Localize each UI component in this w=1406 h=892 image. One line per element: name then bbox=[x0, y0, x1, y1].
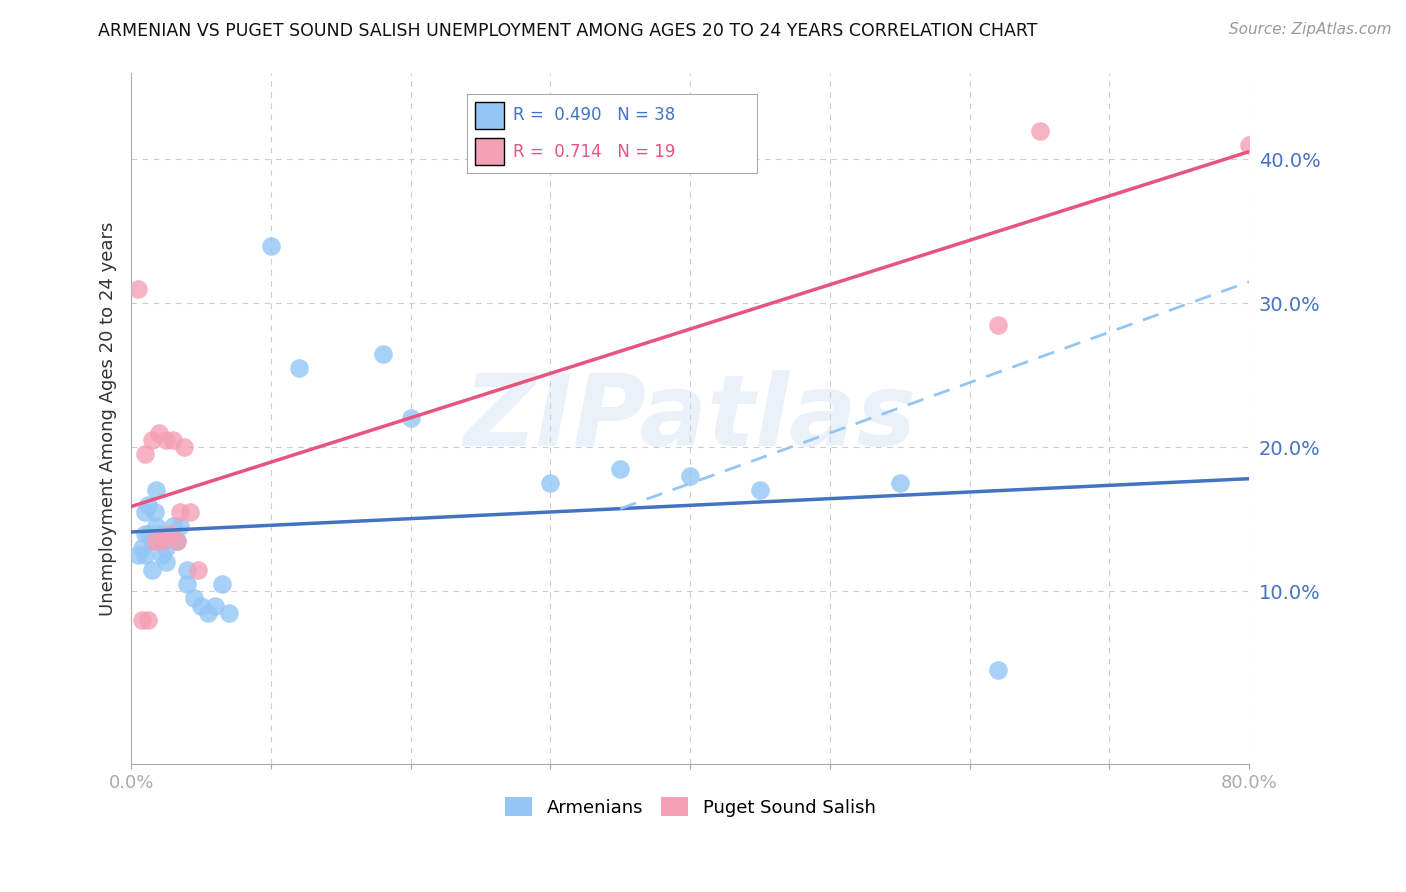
Point bbox=[143, 505, 166, 519]
Point bbox=[176, 577, 198, 591]
Point bbox=[260, 238, 283, 252]
Point bbox=[155, 433, 177, 447]
Point bbox=[127, 282, 149, 296]
Point bbox=[162, 433, 184, 447]
Point bbox=[162, 519, 184, 533]
Point bbox=[197, 606, 219, 620]
Point bbox=[136, 498, 159, 512]
Point bbox=[187, 562, 209, 576]
Point bbox=[1237, 137, 1260, 152]
Legend: Armenians, Puget Sound Salish: Armenians, Puget Sound Salish bbox=[498, 790, 883, 824]
Point bbox=[136, 613, 159, 627]
Text: ZIPatlas: ZIPatlas bbox=[464, 370, 917, 467]
Point bbox=[145, 519, 167, 533]
Point bbox=[183, 591, 205, 606]
Text: Source: ZipAtlas.com: Source: ZipAtlas.com bbox=[1229, 22, 1392, 37]
Point bbox=[131, 613, 153, 627]
Point bbox=[987, 663, 1010, 677]
Point bbox=[155, 555, 177, 569]
Text: ARMENIAN VS PUGET SOUND SALISH UNEMPLOYMENT AMONG AGES 20 TO 24 YEARS CORRELATIO: ARMENIAN VS PUGET SOUND SALISH UNEMPLOYM… bbox=[98, 22, 1038, 40]
Point bbox=[150, 548, 173, 562]
Point bbox=[540, 476, 562, 491]
Point bbox=[150, 533, 173, 548]
Point bbox=[371, 346, 394, 360]
Point bbox=[987, 318, 1010, 332]
Point bbox=[609, 462, 631, 476]
Point bbox=[134, 526, 156, 541]
Point bbox=[141, 533, 163, 548]
Point bbox=[288, 361, 311, 376]
Point bbox=[179, 505, 201, 519]
Point bbox=[166, 533, 188, 548]
Point bbox=[134, 548, 156, 562]
Point bbox=[190, 599, 212, 613]
Point bbox=[148, 526, 170, 541]
Point bbox=[169, 519, 191, 533]
Point bbox=[211, 577, 233, 591]
Point bbox=[176, 562, 198, 576]
Point bbox=[166, 533, 188, 548]
Point bbox=[399, 411, 422, 425]
Point bbox=[204, 599, 226, 613]
Point bbox=[218, 606, 240, 620]
Point bbox=[169, 505, 191, 519]
Point bbox=[150, 533, 173, 548]
Point bbox=[141, 562, 163, 576]
Point bbox=[131, 541, 153, 555]
Point bbox=[134, 505, 156, 519]
Point bbox=[1028, 123, 1050, 137]
Point bbox=[889, 476, 911, 491]
Point bbox=[173, 440, 195, 454]
Point bbox=[127, 548, 149, 562]
Y-axis label: Unemployment Among Ages 20 to 24 years: Unemployment Among Ages 20 to 24 years bbox=[100, 221, 117, 615]
Point bbox=[159, 526, 181, 541]
Point bbox=[679, 469, 702, 483]
Point bbox=[134, 447, 156, 461]
Point bbox=[155, 541, 177, 555]
Point bbox=[141, 433, 163, 447]
Point bbox=[145, 483, 167, 498]
Point bbox=[138, 526, 160, 541]
Point bbox=[749, 483, 772, 498]
Point bbox=[143, 533, 166, 548]
Point bbox=[148, 425, 170, 440]
